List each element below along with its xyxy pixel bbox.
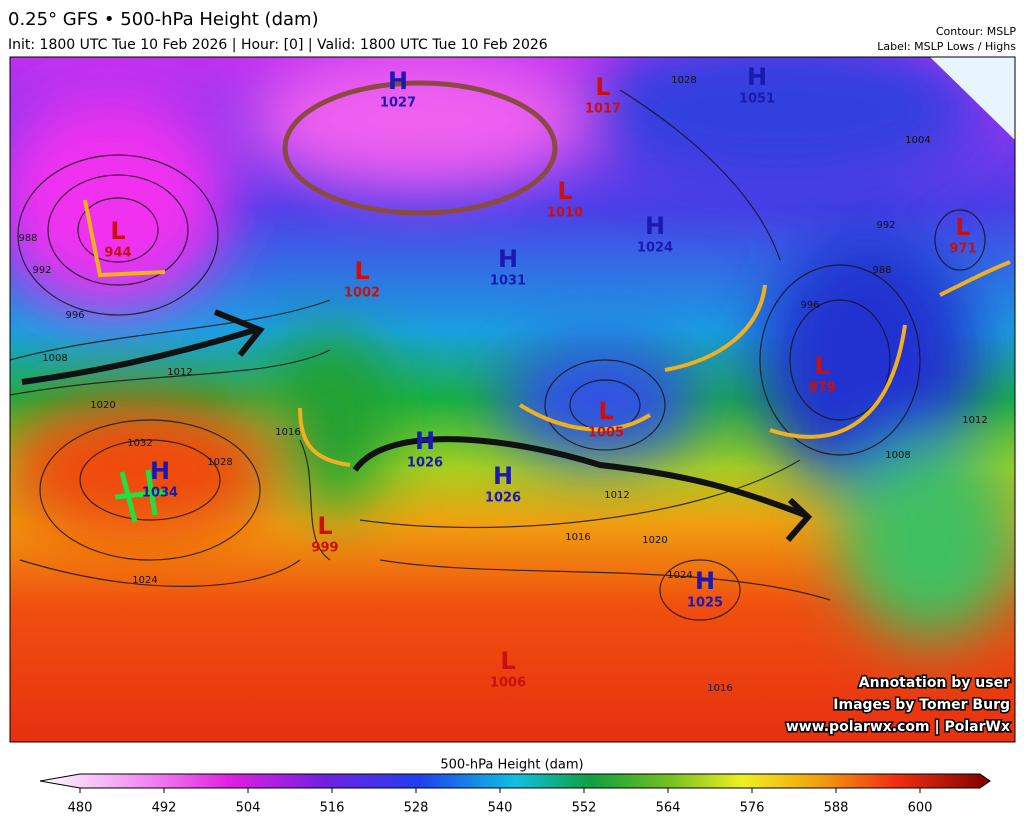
- isobar-label: 992: [876, 220, 895, 231]
- colorbar: [39, 773, 991, 789]
- label-note: Label: MSLP Lows / Highs: [877, 40, 1016, 53]
- center-value: 1025: [687, 596, 723, 611]
- isobar-label: 1008: [885, 450, 910, 461]
- credit: Images by Tomer Burg: [833, 697, 1010, 713]
- isobar-label: 1028: [207, 457, 232, 468]
- isobar-label: 1016: [275, 427, 300, 438]
- center-value: 1034: [142, 486, 178, 501]
- colorbar-tick-label: 552: [572, 801, 597, 816]
- isobar-label: 988: [18, 233, 37, 244]
- center-type: H: [498, 245, 518, 273]
- center-value: 1017: [585, 102, 621, 117]
- colorbar-tick-label: 504: [236, 801, 261, 816]
- center-value: 971: [949, 242, 976, 257]
- colorbar-tick-label: 564: [656, 801, 681, 816]
- center-type: H: [415, 427, 435, 455]
- credit: Annotation by user: [859, 675, 1010, 691]
- colorbar-tick-label: 480: [68, 801, 93, 816]
- center-type: L: [557, 177, 572, 205]
- contour-note: Contour: MSLP: [936, 25, 1017, 38]
- map-frame: [9, 56, 1016, 743]
- center-type: H: [645, 212, 665, 240]
- isobar-label: 1012: [962, 415, 987, 426]
- center-value: 1051: [739, 92, 775, 107]
- center-type: L: [500, 647, 515, 675]
- isobar-label: 1024: [132, 575, 157, 586]
- center-value: 1024: [637, 241, 673, 256]
- center-type: H: [747, 63, 767, 91]
- isobar-label: 1020: [90, 400, 115, 411]
- isobar-label: 1012: [167, 367, 192, 378]
- center-type: H: [388, 67, 408, 95]
- isobar-label: 1012: [604, 490, 629, 501]
- center-value: 1006: [490, 676, 526, 691]
- isobar-label: 988: [872, 265, 891, 276]
- colorbar-tick-label: 516: [320, 801, 345, 816]
- isobar-label: 1016: [565, 532, 590, 543]
- center-type: L: [598, 397, 613, 425]
- center-value: 1010: [547, 206, 583, 221]
- colorbar-tick-label: 492: [152, 801, 177, 816]
- center-type: L: [595, 73, 610, 101]
- isobar-label: 996: [65, 310, 84, 321]
- colorbar-tick-label: 528: [404, 801, 429, 816]
- isobar-label: 1028: [671, 75, 696, 86]
- center-type: L: [354, 257, 369, 285]
- isobar-label: 996: [800, 300, 819, 311]
- center-value: 1026: [485, 491, 521, 506]
- isobar-label: 1024: [667, 570, 692, 581]
- isobar-label: 1008: [42, 353, 67, 364]
- center-type: H: [150, 457, 170, 485]
- center-type: L: [814, 352, 829, 380]
- isobar-label: 1016: [707, 683, 732, 694]
- center-value: 1026: [407, 456, 443, 471]
- center-value: 1005: [588, 426, 624, 441]
- center-value: 999: [311, 541, 338, 556]
- credit: www.polarwx.com | PolarWx: [786, 719, 1010, 735]
- colorbar-title: 500-hPa Height (dam): [440, 758, 583, 773]
- center-type: L: [317, 512, 332, 540]
- isobar-label: 992: [32, 265, 51, 276]
- center-type: H: [493, 462, 513, 490]
- center-value: 1031: [490, 274, 526, 289]
- center-type: H: [695, 567, 715, 595]
- isobar-label: 1020: [642, 535, 667, 546]
- map: 1008 1012 1020 1032 1028 1024 996 992 988 1016 101…: [10, 57, 1015, 742]
- center-value: 1002: [344, 286, 380, 301]
- center-value: 944: [104, 246, 131, 261]
- center-type: L: [110, 217, 125, 245]
- isobar-label: 1032: [127, 438, 152, 449]
- colorbar-tick-label: 588: [824, 801, 849, 816]
- colorbar-tick-label: 600: [908, 801, 933, 816]
- colorbar-tick-label: 576: [740, 801, 765, 816]
- title: 0.25° GFS • 500-hPa Height (dam): [8, 9, 319, 30]
- center-type: L: [955, 213, 970, 241]
- isobar-label: 1004: [905, 135, 930, 146]
- center-value: 979: [808, 381, 835, 396]
- subtitle: Init: 1800 UTC Tue 10 Feb 2026 | Hour: […: [8, 37, 548, 53]
- center-value: 1027: [380, 96, 416, 111]
- colorbar-tick-label: 540: [488, 801, 513, 816]
